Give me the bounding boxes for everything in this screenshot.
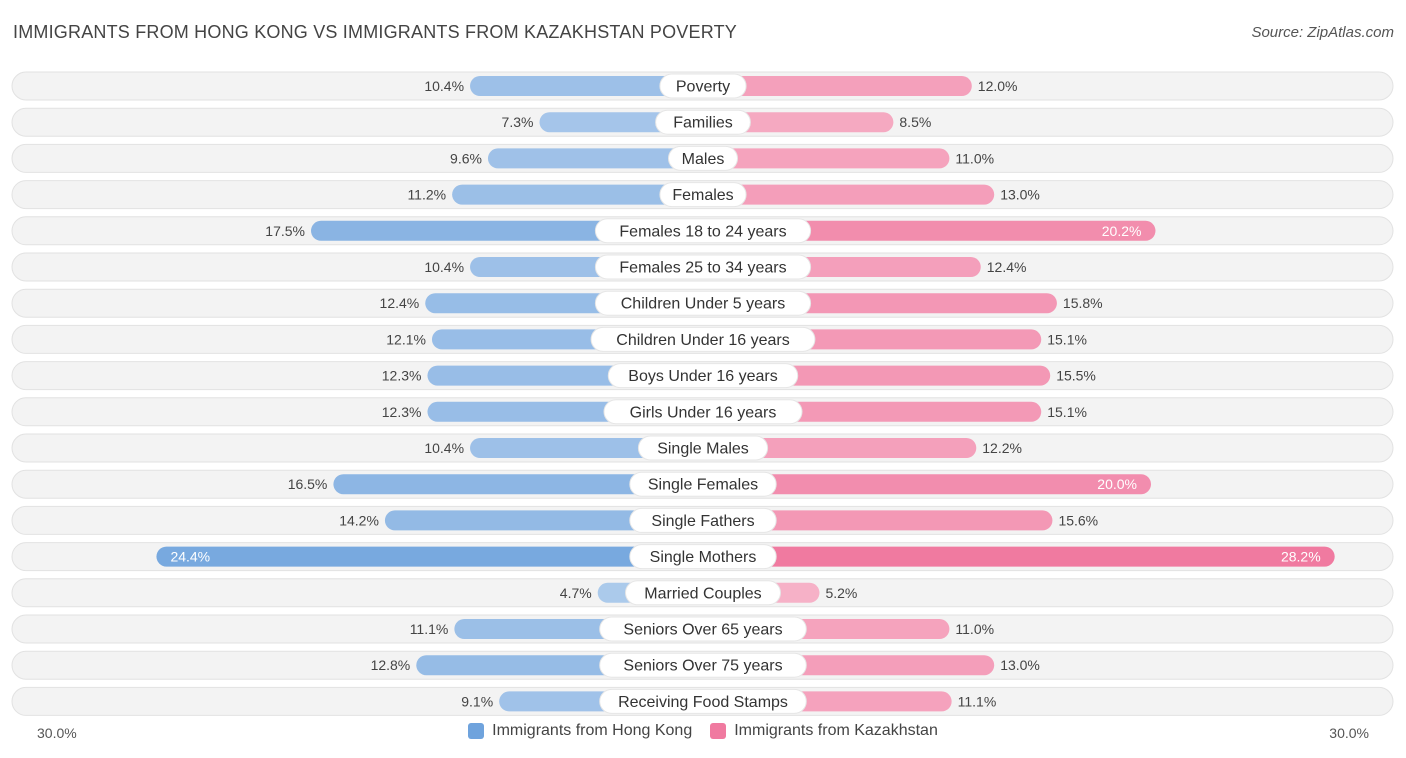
value-label-hong-kong-poverty: 10.4% <box>424 78 464 94</box>
category-pill-boys-under-16-years <box>607 363 799 389</box>
bar-kazakhstan-females-18-to-24-years <box>703 220 1156 241</box>
value-label-kazakhstan-children-under-5-years: 15.8% <box>1063 295 1103 311</box>
bar-hong-kong-single-females <box>333 474 703 495</box>
category-label-females-25-to-34-years: Females 25 to 34 years <box>619 260 786 277</box>
category-pill-single-fathers <box>629 507 777 533</box>
category-label-seniors-over-65-years: Seniors Over 65 years <box>623 622 782 639</box>
category-pill-children-under-5-years <box>594 290 812 316</box>
source-credit: Source: ZipAtlas.com <box>1251 24 1394 41</box>
category-label-poverty: Poverty <box>676 79 730 96</box>
category-pill-poverty <box>659 73 747 99</box>
category-pill-married-couples <box>625 580 781 606</box>
category-label-single-mothers: Single Mothers <box>650 549 757 566</box>
value-label-kazakhstan-females-18-to-24-years: 20.2% <box>1102 223 1142 239</box>
category-label-boys-under-16-years: Boys Under 16 years <box>628 368 777 385</box>
category-label-married-couples: Married Couples <box>644 585 761 602</box>
category-pill-receiving-food-stamps <box>599 688 807 714</box>
value-label-hong-kong-single-females: 16.5% <box>288 476 328 492</box>
legend-swatch-hong-kong <box>468 723 485 739</box>
bar-hong-kong-single-fathers <box>384 510 703 531</box>
legend-swatch-kazakhstan <box>710 723 727 739</box>
value-label-kazakhstan-females: 13.0% <box>1000 187 1040 203</box>
value-label-hong-kong-children-under-16-years: 12.1% <box>386 331 426 347</box>
legend-item-hong-kong: Immigrants from Hong Kong <box>468 722 692 740</box>
value-label-kazakhstan-single-males: 12.2% <box>982 440 1022 456</box>
value-label-kazakhstan-single-mothers: 28.2% <box>1281 549 1321 565</box>
category-label-seniors-over-75-years: Seniors Over 75 years <box>623 658 782 675</box>
bar-kazakhstan-families <box>703 112 894 133</box>
value-label-hong-kong-boys-under-16-years: 12.3% <box>382 368 422 384</box>
value-label-kazakhstan-receiving-food-stamps: 11.1% <box>958 693 997 709</box>
value-label-hong-kong-receiving-food-stamps: 9.1% <box>461 693 493 709</box>
value-label-kazakhstan-boys-under-16-years: 15.5% <box>1056 368 1096 384</box>
value-label-kazakhstan-poverty: 12.0% <box>978 78 1018 94</box>
value-label-kazakhstan-single-females: 20.0% <box>1097 476 1137 492</box>
category-pill-females-25-to-34-years <box>594 254 812 280</box>
category-label-single-females: Single Females <box>648 477 758 494</box>
category-label-girls-under-16-years: Girls Under 16 years <box>630 404 777 421</box>
category-pill-girls-under-16-years <box>603 399 803 425</box>
bar-kazakhstan-single-mothers <box>703 546 1335 567</box>
value-label-kazakhstan-children-under-16-years: 15.1% <box>1047 331 1087 347</box>
category-label-children-under-5-years: Children Under 5 years <box>621 296 786 313</box>
legend-label-kazakhstan: Immigrants from Kazakhstan <box>734 722 938 739</box>
category-pill-single-mothers <box>629 544 777 570</box>
value-label-hong-kong-married-couples: 4.7% <box>560 585 592 601</box>
category-label-females: Females <box>672 187 733 204</box>
value-label-hong-kong-girls-under-16-years: 12.3% <box>382 404 422 420</box>
category-label-families: Families <box>673 115 733 132</box>
category-label-receiving-food-stamps: Receiving Food Stamps <box>618 694 788 711</box>
value-label-hong-kong-females-18-to-24-years: 17.5% <box>265 223 305 239</box>
category-pill-males <box>668 145 738 171</box>
category-label-males: Males <box>682 151 725 168</box>
value-label-hong-kong-single-males: 10.4% <box>424 440 464 456</box>
axis-left-label: 30.0% <box>37 725 77 741</box>
bar-kazakhstan-poverty <box>703 76 972 96</box>
value-label-hong-kong-children-under-5-years: 12.4% <box>380 295 420 311</box>
category-label-single-fathers: Single Fathers <box>651 513 754 530</box>
bar-hong-kong-poverty <box>470 76 703 96</box>
category-label-single-males: Single Males <box>657 441 749 458</box>
chart-title: IMMIGRANTS FROM HONG KONG VS IMMIGRANTS … <box>13 22 737 42</box>
bar-kazakhstan-males <box>703 148 950 169</box>
category-pill-children-under-16-years <box>590 326 816 352</box>
category-pill-seniors-over-65-years <box>599 616 807 642</box>
bar-kazakhstan-single-fathers <box>703 510 1053 531</box>
value-label-hong-kong-females: 11.2% <box>407 187 446 203</box>
value-label-kazakhstan-males: 11.0% <box>955 150 994 166</box>
value-label-kazakhstan-seniors-over-65-years: 11.0% <box>955 621 994 637</box>
category-pill-seniors-over-75-years <box>599 652 807 678</box>
value-label-hong-kong-males: 9.6% <box>450 150 482 166</box>
bar-kazakhstan-single-males <box>703 438 977 458</box>
value-label-kazakhstan-single-fathers: 15.6% <box>1058 512 1098 528</box>
value-label-hong-kong-seniors-over-75-years: 12.8% <box>371 657 411 673</box>
value-label-hong-kong-females-25-to-34-years: 10.4% <box>424 259 464 275</box>
value-label-kazakhstan-families: 8.5% <box>899 114 931 130</box>
bar-kazakhstan-females <box>703 184 995 205</box>
value-label-hong-kong-single-fathers: 14.2% <box>339 512 379 528</box>
category-pill-single-males <box>637 435 769 461</box>
value-label-kazakhstan-married-couples: 5.2% <box>825 585 857 601</box>
category-label-females-18-to-24-years: Females 18 to 24 years <box>619 223 786 240</box>
bar-hong-kong-females <box>452 184 703 205</box>
axis-right-label: 30.0% <box>1329 725 1369 741</box>
category-label-children-under-16-years: Children Under 16 years <box>616 332 789 349</box>
bar-kazakhstan-single-females <box>703 474 1151 495</box>
category-pill-females <box>659 182 747 208</box>
bar-hong-kong-males <box>487 148 703 169</box>
value-label-hong-kong-single-mothers: 24.4% <box>170 549 210 565</box>
value-label-hong-kong-families: 7.3% <box>502 114 534 130</box>
bar-hong-kong-single-mothers <box>156 546 703 567</box>
legend-item-kazakhstan: Immigrants from Kazakhstan <box>710 722 938 740</box>
value-label-kazakhstan-seniors-over-75-years: 13.0% <box>1000 657 1040 673</box>
category-pill-families <box>655 109 751 135</box>
category-pill-females-18-to-24-years <box>594 218 812 244</box>
legend: Immigrants from Hong Kong Immigrants fro… <box>0 722 1406 740</box>
diverging-bar-chart: 10.4% 12.0% Poverty 7.3% 8.5% Families 9.6% 11.… <box>11 71 1394 716</box>
value-label-kazakhstan-girls-under-16-years: 15.1% <box>1047 404 1087 420</box>
value-label-hong-kong-seniors-over-65-years: 11.1% <box>410 621 449 637</box>
value-label-kazakhstan-females-25-to-34-years: 12.4% <box>987 259 1027 275</box>
category-pill-single-females <box>629 471 777 497</box>
legend-label-hong-kong: Immigrants from Hong Kong <box>492 722 693 739</box>
